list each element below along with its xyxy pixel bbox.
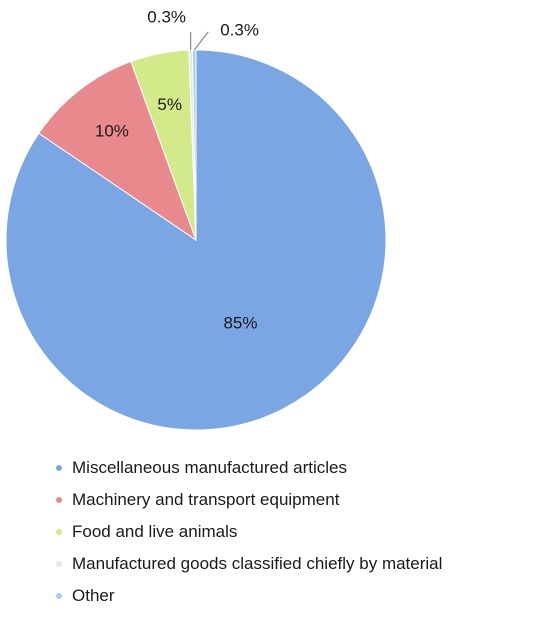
legend-label: Food and live animals xyxy=(72,522,238,541)
slice-label: 5% xyxy=(157,95,182,114)
pie-slices xyxy=(5,49,387,431)
slice-label: 0.3% xyxy=(147,7,186,26)
legend-label: Manufactured goods classified chiefly by… xyxy=(72,554,443,573)
legend-label: Machinery and transport equipment xyxy=(72,490,340,509)
legend-item-machinery: Machinery and transport equipment xyxy=(56,484,442,516)
legend-item-misc-manufactured: Miscellaneous manufactured articles xyxy=(56,452,442,484)
legend-item-food: Food and live animals xyxy=(56,516,442,548)
legend-marker xyxy=(56,593,62,599)
legend-marker xyxy=(56,561,62,567)
leader-line xyxy=(193,31,209,51)
legend-label: Miscellaneous manufactured articles xyxy=(72,458,347,477)
slice-label: 10% xyxy=(95,122,129,141)
legend-item-other: Other xyxy=(56,580,442,612)
pie-slice xyxy=(38,60,198,242)
legend-label: Other xyxy=(72,586,115,605)
legend-item-manufactured-goods: Manufactured goods classified chiefly by… xyxy=(56,548,442,580)
legend-marker xyxy=(56,465,62,471)
chart-legend: Miscellaneous manufactured articles Mach… xyxy=(56,452,442,612)
pie-slice xyxy=(191,49,197,241)
slice-labels: 85% 10% 5% 0.3% 0.3% xyxy=(95,7,259,332)
legend-marker xyxy=(56,497,62,503)
pie-chart: 85% 10% 5% 0.3% 0.3% xyxy=(5,7,387,431)
leader-lines xyxy=(190,31,209,51)
slice-label: 0.3% xyxy=(220,20,259,39)
slice-label: 85% xyxy=(223,313,257,332)
legend-marker xyxy=(56,529,62,535)
